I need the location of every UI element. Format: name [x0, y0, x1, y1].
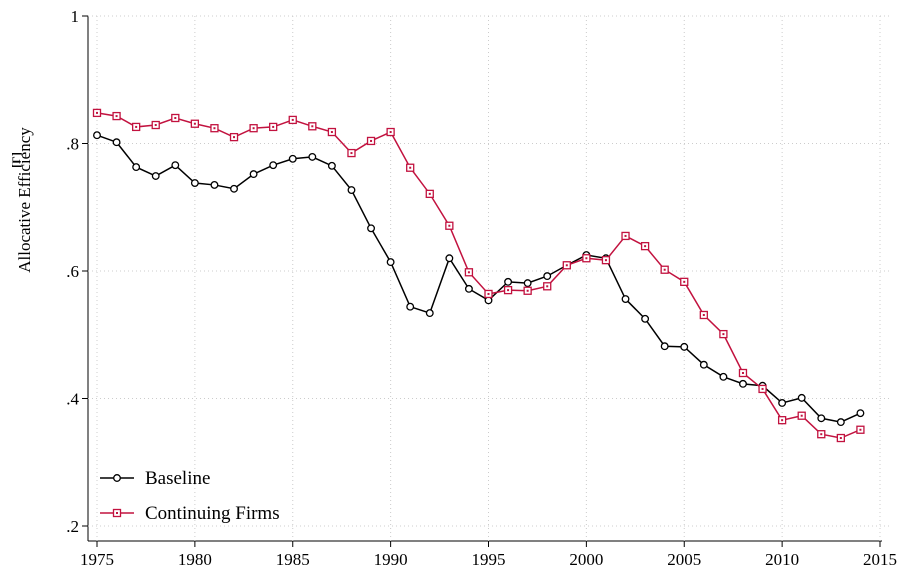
- marker-dot: [644, 245, 647, 248]
- marker-dot: [741, 372, 744, 374]
- marker-dot: [291, 118, 294, 121]
- marker-dot: [585, 257, 588, 260]
- marker-dot: [604, 259, 607, 262]
- marker: [641, 314, 650, 323]
- marker-dot: [154, 124, 157, 127]
- x-tick-label: 2005: [667, 550, 701, 569]
- marker-dot: [409, 166, 412, 169]
- marker: [151, 172, 160, 180]
- y-tick-label: .8: [66, 135, 79, 154]
- marker-dot: [663, 268, 666, 271]
- marker: [778, 399, 787, 407]
- y-axis-label: Allocative Efficiency: [15, 127, 34, 273]
- marker-dot: [781, 419, 784, 422]
- x-tick-label: 2000: [569, 550, 603, 569]
- marker: [210, 180, 219, 189]
- marker: [308, 152, 317, 161]
- marker: [817, 414, 826, 423]
- marker-dot: [624, 234, 627, 237]
- marker: [132, 163, 141, 172]
- marker-dot: [96, 111, 98, 114]
- marker: [230, 184, 238, 193]
- marker-dot: [761, 387, 764, 390]
- y-tick-label: .4: [66, 390, 79, 409]
- marker-dot: [546, 285, 549, 288]
- legend-label: Continuing Firms: [145, 503, 280, 524]
- series-line: [96, 134, 861, 423]
- marker: [621, 295, 630, 303]
- marker: [112, 138, 121, 147]
- marker: [249, 170, 258, 179]
- marker: [386, 258, 395, 267]
- marker: [719, 372, 728, 381]
- marker-dot: [467, 271, 470, 274]
- marker-dot: [252, 127, 255, 130]
- marker: [797, 393, 806, 402]
- x-tick-label: 2010: [765, 550, 799, 569]
- marker-dot: [820, 433, 823, 436]
- marker: [93, 131, 101, 140]
- marker-dot: [683, 280, 686, 283]
- marker: [406, 302, 415, 311]
- marker-dot: [448, 224, 451, 227]
- marker: [425, 309, 434, 318]
- marker-dot: [174, 117, 177, 119]
- marker-dot: [526, 289, 529, 292]
- marker: [347, 186, 356, 194]
- marker-dot: [311, 125, 314, 128]
- marker: [327, 161, 336, 170]
- legend-label: Baseline: [145, 468, 210, 489]
- marker: [543, 272, 552, 281]
- marker: [856, 409, 865, 418]
- y-tick-label: 1: [71, 7, 80, 26]
- marker-dot: [193, 122, 196, 125]
- marker: [504, 277, 513, 286]
- marker: [113, 474, 121, 482]
- marker-dot: [389, 131, 392, 134]
- x-tick-label: 2015: [863, 550, 897, 569]
- marker: [367, 224, 375, 233]
- marker: [680, 342, 689, 351]
- marker: [699, 360, 708, 369]
- marker-dot: [350, 152, 353, 155]
- marker: [739, 379, 747, 388]
- marker-dot: [428, 192, 431, 195]
- x-tick-label: 1975: [80, 550, 114, 569]
- marker-dot: [116, 512, 118, 514]
- marker-dot: [839, 437, 842, 440]
- marker-dot: [330, 131, 333, 134]
- marker-dot: [272, 125, 275, 128]
- marker: [660, 342, 669, 351]
- marker-dot: [213, 127, 216, 130]
- marker-dot: [233, 136, 236, 139]
- marker: [836, 418, 845, 427]
- marker-dot: [370, 139, 373, 142]
- marker-dot: [115, 115, 118, 118]
- marker: [190, 179, 199, 187]
- marker: [445, 254, 454, 263]
- marker-dot: [507, 289, 510, 292]
- x-tick-label: 1990: [374, 550, 408, 569]
- series-line: [96, 112, 861, 439]
- x-tick-label: 1995: [472, 550, 506, 569]
- y-tick-label: .6: [66, 262, 79, 281]
- marker: [464, 284, 473, 293]
- marker: [269, 161, 278, 170]
- x-tick-label: 1980: [178, 550, 212, 569]
- marker: [171, 161, 180, 170]
- y-tick-label: .2: [66, 517, 79, 536]
- y-axis-symbol: [Γ]: [9, 152, 23, 168]
- marker-dot: [800, 414, 803, 417]
- marker-dot: [487, 292, 490, 295]
- marker-dot: [722, 333, 725, 336]
- marker: [523, 279, 532, 288]
- marker-dot: [859, 428, 862, 431]
- marker-dot: [702, 313, 705, 316]
- marker-dot: [565, 264, 568, 267]
- marker: [288, 154, 297, 163]
- marker-dot: [135, 125, 138, 128]
- x-tick-label: 1985: [276, 550, 310, 569]
